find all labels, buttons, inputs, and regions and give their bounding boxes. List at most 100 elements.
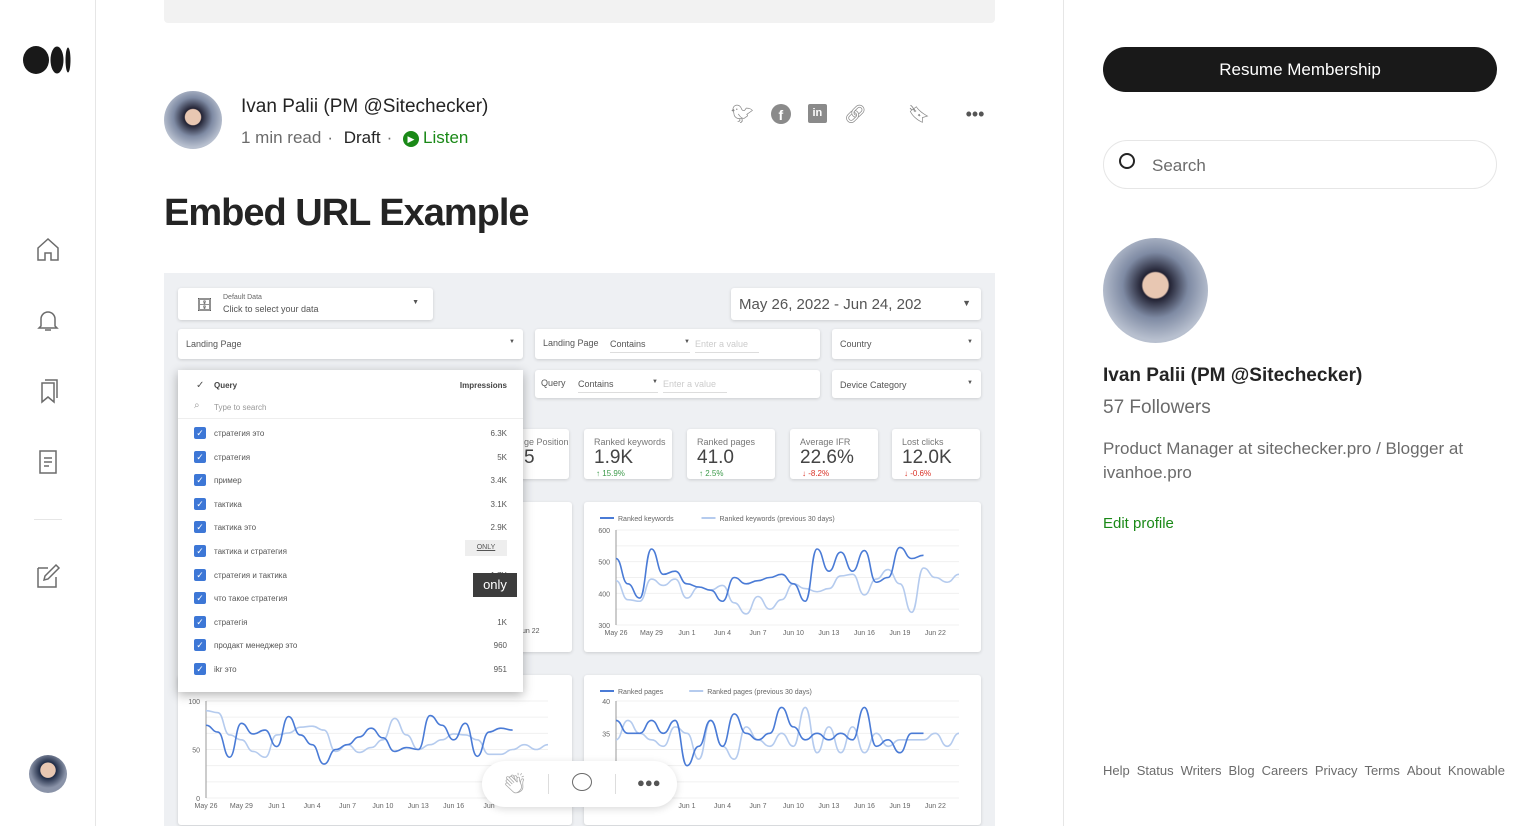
data-source-label: Default Data: [223, 294, 262, 301]
footer-link[interactable]: Terms: [1364, 763, 1400, 778]
legend-label: Ranked pages: [618, 689, 664, 696]
only-button[interactable]: ONLY: [465, 540, 507, 556]
more-icon[interactable]: •••: [965, 104, 985, 124]
footer-link[interactable]: Blog: [1228, 763, 1255, 778]
operator-select[interactable]: Contains ▼: [610, 339, 690, 353]
landing-page-label: Landing Page: [186, 339, 242, 349]
dropdown-search[interactable]: ⌕ Type to search: [178, 397, 523, 419]
caret-down-icon: ▼: [962, 298, 971, 308]
series-line-previous: [615, 706, 960, 761]
dropdown-item[interactable]: ✓ ikr это 951: [194, 659, 507, 679]
comment-icon[interactable]: [572, 773, 592, 791]
search-icon: [1119, 153, 1135, 169]
dashboard-embed: 🗄︎ Default Data Click to select your dat…: [164, 273, 995, 826]
filter-label: Query: [541, 378, 566, 388]
listen-button[interactable]: ▶ Listen: [402, 128, 474, 147]
share-bar: 🐦︎ f in 🔗︎ 🔖︎ •••: [731, 104, 984, 125]
edit-profile-link[interactable]: Edit profile: [1103, 515, 1174, 532]
bio-link[interactable]: ivanhoe.pro: [1103, 463, 1192, 482]
bell-icon[interactable]: [34, 306, 62, 334]
landing-page-filter[interactable]: Landing Page Contains ▼ Enter a value: [535, 329, 820, 359]
link-icon[interactable]: 🔗︎: [843, 104, 867, 124]
footer-link[interactable]: Privacy: [1314, 763, 1358, 778]
checkbox-checked-icon[interactable]: ✓: [194, 497, 206, 510]
x-tick-label: Jun 13: [818, 630, 839, 637]
value-input[interactable]: Enter a value: [695, 339, 759, 353]
x-tick-label: Jun 13: [408, 803, 429, 810]
footer-link[interactable]: Help: [1103, 763, 1130, 778]
data-source-selector[interactable]: 🗄︎ Default Data Click to select your dat…: [178, 288, 433, 320]
left-nav: [0, 0, 96, 826]
x-tick-label: Jun 19: [889, 803, 910, 810]
dropdown-item[interactable]: ✓ стратегія 1K: [194, 612, 507, 632]
x-tick-label: Jun 7: [749, 630, 766, 637]
footer-link[interactable]: Careers: [1261, 763, 1308, 778]
twitter-icon[interactable]: 🐦︎: [731, 104, 754, 124]
checkbox-checked-icon[interactable]: ✓: [194, 427, 206, 439]
kpi-value: 22.6%: [800, 447, 854, 468]
author-name[interactable]: Ivan Palii (PM @Sitechecker): [241, 96, 489, 117]
operator-select[interactable]: Contains ▼: [578, 379, 658, 393]
checkbox-checked-icon[interactable]: ✓: [194, 592, 206, 605]
more-icon[interactable]: ●●●: [637, 775, 661, 790]
footer-link[interactable]: Writers: [1180, 763, 1222, 778]
kpi-card: Ranked keywords 1.9K ↑ 15.9%: [584, 429, 672, 479]
dropdown-item[interactable]: ✓ тактика и стратегия: [194, 541, 507, 561]
footer-link[interactable]: Status: [1136, 763, 1174, 778]
followers-count[interactable]: 57 Followers: [1103, 397, 1211, 418]
right-sidebar: [1063, 0, 1536, 826]
search-input[interactable]: Search: [1103, 140, 1497, 189]
x-tick-label: Jun 10: [372, 803, 393, 810]
bookmark-add-icon[interactable]: 🔖︎: [907, 104, 931, 124]
dropdown-item[interactable]: ✓ стратегия это 6.3K: [194, 423, 507, 443]
medium-logo[interactable]: [23, 45, 73, 75]
dropdown-item[interactable]: ✓ тактика 3.1K: [194, 494, 507, 514]
caret-down-icon: ▼: [967, 339, 973, 345]
value-input[interactable]: Enter a value: [663, 379, 727, 393]
stories-icon[interactable]: [34, 448, 62, 476]
caret-down-icon: ▼: [412, 299, 419, 306]
status: Draft: [343, 128, 381, 147]
country-control[interactable]: Country ▼: [832, 329, 981, 359]
checkbox-checked-icon[interactable]: ✓: [194, 450, 206, 463]
facebook-icon[interactable]: f: [770, 104, 791, 124]
checkbox-checked-icon[interactable]: ✓: [194, 639, 206, 652]
resume-membership-button[interactable]: Resume Membership: [1103, 47, 1497, 92]
caret-down-icon: ▼: [967, 380, 973, 386]
legend-label: Ranked keywords: [618, 516, 674, 523]
dropdown-item[interactable]: ✓ пример 3.4K: [194, 470, 507, 490]
footer-link[interactable]: Knowable: [1447, 763, 1505, 778]
dropdown-item[interactable]: ✓стратегия и тактика1.7K: [194, 565, 507, 585]
date-range-picker[interactable]: May 26, 2022 - Jun 24, 202 ▼: [731, 288, 981, 320]
profile-name[interactable]: Ivan Palii (PM @Sitechecker): [1103, 365, 1363, 386]
dropdown-item[interactable]: ✓ стратегия 5K: [194, 447, 507, 467]
landing-page-control[interactable]: Landing Page ▼: [178, 329, 523, 359]
profile-avatar[interactable]: [1103, 238, 1208, 343]
checkbox-checked-icon[interactable]: ✓: [194, 545, 206, 557]
x-tick-label: May 29: [640, 630, 663, 637]
checkbox-checked-icon[interactable]: ✓: [194, 663, 206, 675]
series-line-previous: [205, 709, 549, 759]
bio-link[interactable]: sitechecker.pro: [1257, 439, 1372, 458]
checkbox-checked-icon[interactable]: ✓: [194, 474, 206, 487]
x-tick-label: Jun 4: [304, 803, 321, 810]
checkbox-checked-icon[interactable]: ✓: [194, 568, 206, 581]
write-icon[interactable]: [34, 562, 62, 590]
dropdown-item[interactable]: ✓ продакт менеджер это 960: [194, 635, 507, 655]
kpi-change: ↑ 15.9%: [596, 469, 625, 478]
author-avatar[interactable]: [164, 91, 222, 149]
home-icon[interactable]: [34, 235, 62, 263]
footer-link[interactable]: About: [1406, 763, 1441, 778]
kpi-label: ge Position: [524, 437, 569, 447]
device-category-control[interactable]: Device Category ▼: [832, 370, 981, 398]
clap-icon[interactable]: 👏︎: [502, 773, 528, 795]
dropdown-item[interactable]: ✓ тактика это 2.9K: [194, 517, 507, 537]
checkbox-checked-icon[interactable]: ✓: [194, 521, 206, 534]
bookmarks-icon[interactable]: [34, 377, 62, 405]
check-icon[interactable]: ✓: [196, 380, 205, 391]
user-avatar[interactable]: [29, 755, 67, 793]
query-filter[interactable]: Query Contains ▼ Enter a value: [535, 370, 820, 398]
linkedin-icon[interactable]: in: [807, 104, 827, 123]
checkbox-checked-icon[interactable]: ✓: [194, 615, 206, 628]
dropdown-item[interactable]: ✓ что такое стратегия: [194, 588, 507, 608]
